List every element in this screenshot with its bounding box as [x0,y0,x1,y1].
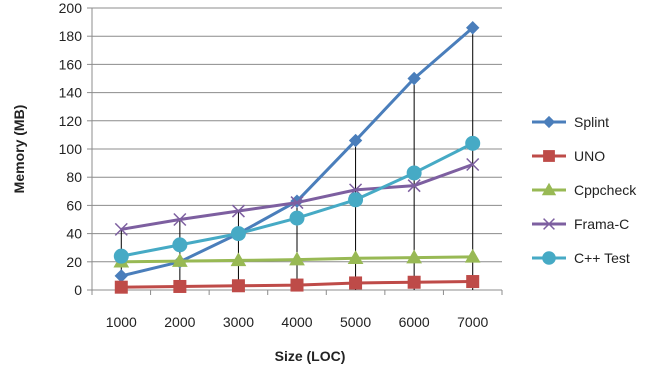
legend-marker-c-test [542,251,556,265]
legend-item-uno: UNO [532,148,605,164]
point-frama-c-1000 [114,222,128,236]
point-frama-c-4000-b [290,196,304,210]
point-frama-c-4000 [290,196,304,210]
point-splint-5000 [348,133,363,148]
point-splint-1000 [114,269,128,283]
point-uno-4000 [290,278,304,292]
legend-marker-frama-c-b [543,218,555,230]
point-uno-7000 [466,275,480,289]
point-uno-2000 [173,279,187,293]
x-tick-label-4000: 4000 [281,314,312,330]
point-frama-c-6000 [407,179,421,193]
point-c-test-3000 [230,226,246,242]
legend-label-splint: Splint [574,114,609,130]
point-c-test-5000 [348,192,364,208]
legend-marker-cppcheck [541,182,557,196]
series-c-test [113,135,481,264]
series-cppcheck [113,248,481,268]
point-cppcheck-6000 [406,249,423,264]
point-frama-c-1000-b [114,222,128,236]
point-c-test-6000 [406,165,422,181]
y-tick-labels: 0 20 40 60 80 100 120 140 160 180 200 [59,0,83,298]
y-tick-label-160: 160 [59,56,83,72]
legend-item-cppcheck: Cppcheck [532,182,637,198]
point-frama-c-6000-b [407,179,421,193]
x-tick-label-3000: 3000 [223,314,254,330]
point-cppcheck-2000 [171,253,188,267]
drop-lines [120,27,474,290]
x-tick-label-6000: 6000 [399,314,430,330]
series-uno [114,275,480,294]
y-tick-label-100: 100 [59,141,83,157]
x-axis-title: Size (LOC) [275,348,346,364]
y-tick-label-60: 60 [66,197,82,213]
y-tick-label-0: 0 [74,282,82,298]
legend-label-uno: UNO [574,148,605,164]
point-cppcheck-5000 [347,250,364,265]
point-uno-5000 [349,276,363,290]
series [113,21,481,294]
y-tick-label-120: 120 [59,113,83,129]
legend-marker-splint [542,115,556,129]
y-tick-label-180: 180 [59,28,83,44]
legend-item-c-test: C++ Test [532,250,630,266]
legend-marker-frama-c [543,218,555,230]
point-uno-3000 [231,279,245,293]
legend-marker-uno [543,150,555,162]
x-tick-label-1000: 1000 [106,314,137,330]
point-cppcheck-7000 [464,248,481,263]
point-frama-c-3000 [231,204,245,218]
point-uno-1000 [114,280,128,294]
x-tick-label-5000: 5000 [340,314,371,330]
legend-item-splint: Splint [532,114,609,130]
point-c-test-1000 [113,248,129,264]
y-tick-label-200: 200 [59,0,83,16]
point-frama-c-7000-b [466,157,480,172]
point-splint-7000 [466,21,480,35]
y-tick-label-80: 80 [66,169,82,185]
point-c-test-2000 [172,237,188,253]
y-tick-label-140: 140 [59,85,83,101]
legend-label-c-test: C++ Test [574,250,630,266]
point-splint-6000 [407,71,421,86]
point-c-test-4000 [289,210,305,226]
legend-label-cppcheck: Cppcheck [574,182,637,198]
point-cppcheck-4000 [289,251,305,266]
point-frama-c-3000-b [231,204,245,218]
axes [87,7,503,295]
gridlines [92,7,502,263]
y-axis-title: Memory (MB) [11,105,27,194]
point-uno-6000 [407,275,421,289]
point-frama-c-2000-b [173,212,187,227]
point-frama-c-7000 [466,157,480,172]
y-tick-label-20: 20 [66,254,82,270]
point-frama-c-2000 [173,212,187,227]
y-tick-label-40: 40 [66,226,82,242]
legend-label-frama-c: Frama-C [574,216,629,232]
x-tick-label-7000: 7000 [457,314,488,330]
point-cppcheck-3000 [230,252,247,267]
point-c-test-7000 [465,135,481,151]
x-tick-label-2000: 2000 [164,314,195,330]
legend: Splint UNO Cppcheck Frama-C C++ Test [532,114,637,266]
x-tick-labels: 1000 2000 3000 4000 5000 6000 7000 [106,314,489,330]
legend-item-frama-c: Frama-C [532,216,629,232]
